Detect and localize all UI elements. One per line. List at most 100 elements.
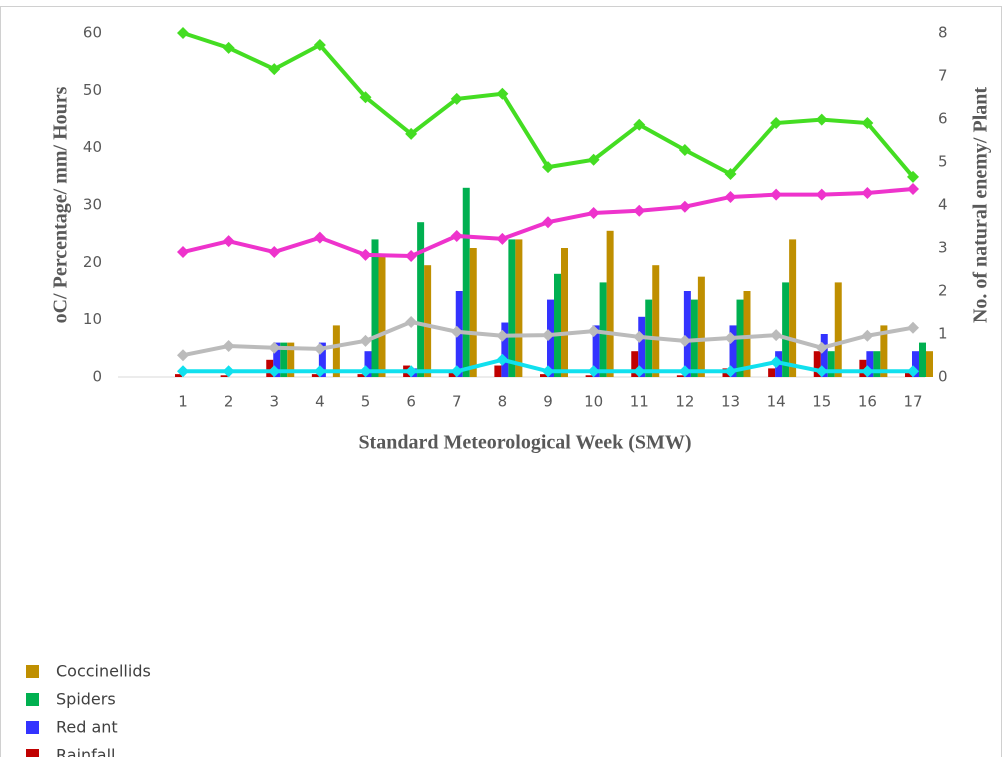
legend-swatch xyxy=(26,749,39,757)
line-marker xyxy=(313,39,326,52)
bar xyxy=(789,239,797,377)
line-marker xyxy=(815,341,828,354)
y2-tick-label: 2 xyxy=(938,282,948,300)
bar xyxy=(768,368,776,377)
line-marker xyxy=(815,113,828,126)
line-marker xyxy=(678,200,691,213)
line-marker xyxy=(861,117,874,130)
legend-swatch xyxy=(26,665,39,678)
bar xyxy=(599,282,607,377)
bar xyxy=(424,265,432,377)
line-marker xyxy=(268,63,281,76)
y-tick-label: 60 xyxy=(83,24,102,42)
line-marker xyxy=(542,329,554,342)
line-marker xyxy=(313,231,326,244)
bar xyxy=(859,359,867,377)
line-marker xyxy=(678,365,691,378)
line-marker xyxy=(268,365,281,378)
x-tick-label: 16 xyxy=(858,393,877,411)
line-marker xyxy=(450,92,463,105)
bar xyxy=(311,374,319,377)
line-marker xyxy=(405,315,418,328)
line-marker xyxy=(222,365,235,378)
bar xyxy=(834,282,842,377)
line-marker xyxy=(587,365,600,378)
legend-swatch xyxy=(26,693,39,706)
bar xyxy=(332,325,340,377)
y2-tick-label: 4 xyxy=(938,196,948,214)
line-marker xyxy=(724,168,737,181)
x-axis-title: Standard Meteorological Week (SMW) xyxy=(358,432,691,454)
bar xyxy=(273,342,281,377)
bar xyxy=(638,316,646,377)
line-marker xyxy=(177,27,189,39)
x-tick-label: 4 xyxy=(315,393,325,411)
y-axis-title: oC/ Percentage/ mm/ Hours xyxy=(50,86,72,323)
x-tick-label: 9 xyxy=(543,393,553,411)
line-marker xyxy=(815,188,828,201)
bar xyxy=(926,351,933,377)
line-marker xyxy=(678,143,691,156)
y2-axis-title: No. of natural enemy/ Plant xyxy=(970,87,992,323)
y-tick-label: 10 xyxy=(83,310,102,328)
bar xyxy=(371,239,379,377)
line-marker xyxy=(587,207,600,220)
bar xyxy=(880,325,888,377)
bar xyxy=(220,375,228,377)
bar xyxy=(592,325,600,377)
bar xyxy=(919,342,926,377)
line-marker xyxy=(907,170,919,183)
legend-label: Coccinellids xyxy=(56,662,151,681)
legend-label: Red ant xyxy=(56,718,118,737)
line-marker xyxy=(222,340,235,353)
bar xyxy=(905,371,912,377)
bar xyxy=(175,374,182,377)
line-marker xyxy=(359,334,372,347)
bar xyxy=(782,282,790,377)
x-tick-label: 13 xyxy=(721,393,740,411)
x-tick-label: 6 xyxy=(406,393,416,411)
line-marker xyxy=(861,329,874,342)
line xyxy=(182,31,915,179)
y2-tick-label: 7 xyxy=(938,67,948,85)
bar xyxy=(501,322,509,377)
frame xyxy=(0,6,1002,757)
x-tick-label: 8 xyxy=(498,393,508,411)
bar xyxy=(820,334,828,377)
line-marker xyxy=(724,190,737,203)
bar xyxy=(585,375,593,377)
y-tick-label: 20 xyxy=(83,253,102,271)
line-marker xyxy=(222,235,235,248)
y2-tick-label: 8 xyxy=(938,24,948,42)
bar xyxy=(912,351,919,377)
line-marker xyxy=(177,246,189,259)
line-marker xyxy=(268,246,281,259)
x-tick-label: 7 xyxy=(452,393,462,411)
line-marker xyxy=(542,365,554,378)
bar xyxy=(866,351,874,377)
bar xyxy=(287,342,295,377)
bar xyxy=(417,222,425,377)
y2-tick-label: 1 xyxy=(938,325,948,343)
line-marker xyxy=(770,356,783,369)
bar xyxy=(631,351,639,377)
line-marker xyxy=(633,330,646,343)
line-marker xyxy=(770,329,783,342)
bar xyxy=(827,351,835,377)
line-marker xyxy=(313,365,326,378)
line-marker xyxy=(496,353,509,366)
line-marker xyxy=(907,365,919,378)
x-tick-label: 15 xyxy=(812,393,831,411)
bar xyxy=(697,276,705,377)
bar xyxy=(469,248,477,377)
y-tick-label: 40 xyxy=(83,138,102,156)
y-tick-label: 50 xyxy=(83,81,102,99)
line-marker xyxy=(724,365,737,378)
line-marker xyxy=(313,342,326,355)
bar xyxy=(554,273,561,377)
line-marker xyxy=(907,321,919,334)
line-marker xyxy=(405,127,418,140)
bar xyxy=(743,291,751,377)
x-tick-label: 1 xyxy=(178,393,188,411)
